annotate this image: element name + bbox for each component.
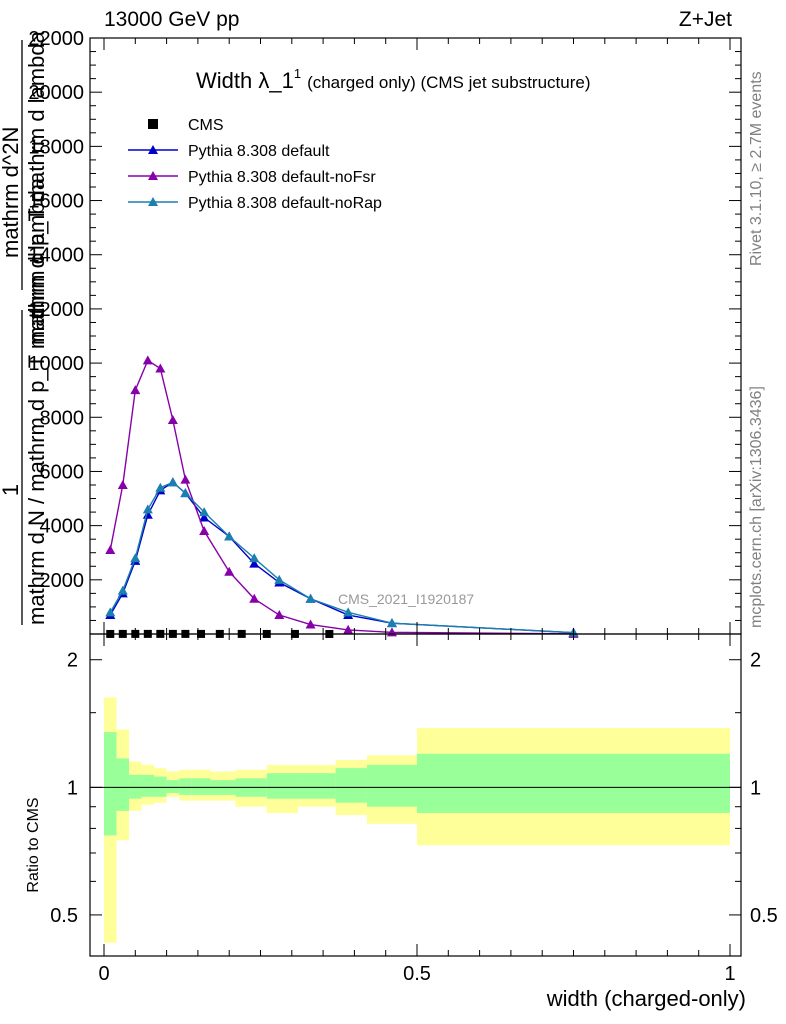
ratio-y-axis-label: Ratio to CMS bbox=[25, 797, 42, 892]
legend-marker-pythia-8-308-default bbox=[148, 145, 158, 154]
data-point-pythia-8-308-default-nofsr bbox=[155, 363, 166, 373]
data-point-pythia-8-308-default-norap bbox=[249, 553, 260, 563]
ratio-band-inner bbox=[116, 758, 130, 811]
ratio-band-inner bbox=[104, 732, 117, 836]
ratio-panel-frame bbox=[89, 633, 742, 957]
legend-marker-pythia-8-308-default-norap bbox=[148, 197, 158, 206]
data-point-pythia-8-308-default-norap bbox=[305, 593, 316, 603]
data-point-pythia-8-308-default-nofsr bbox=[305, 619, 316, 629]
data-point-pythia-8-308-default-norap bbox=[343, 607, 354, 617]
y-label-frac2-num: mathrm d^2N bbox=[0, 127, 23, 258]
plot-title-main: Width λ_1 bbox=[196, 68, 294, 93]
y-tick-label: 16000 bbox=[28, 191, 84, 213]
axis-ticks bbox=[90, 37, 741, 956]
data-point-pythia-8-308-default-nofsr bbox=[167, 414, 178, 424]
data-point-pythia-8-308-default-nofsr bbox=[249, 593, 260, 603]
legend: CMS Pythia 8.308 default Pythia 8.308 defa… bbox=[128, 117, 382, 212]
ratio-y-tick-label-right: 1 bbox=[750, 777, 761, 799]
data-point-pythia-8-308-default-nofsr bbox=[224, 566, 235, 576]
analysis-watermark: CMS_2021_I1920187 bbox=[338, 591, 474, 607]
ratio-band-inner bbox=[166, 780, 180, 793]
ratio-band-inner bbox=[141, 774, 155, 797]
data-point-pythia-8-308-default-norap bbox=[105, 607, 116, 617]
x-tick-label: 0.5 bbox=[403, 963, 431, 985]
x-tick-label: 0 bbox=[98, 963, 109, 985]
data-point-pythia-8-308-default-norap bbox=[155, 482, 166, 492]
y-label-frac2-den: mathrm d p_T mathrm d lambda bbox=[24, 30, 49, 345]
main-y-axis-label: 1 mathrm d N / mathrm d p_T mathrm d lam… bbox=[0, 30, 49, 625]
header-right-label: Z+Jet bbox=[678, 8, 732, 31]
ratio-y-tick-label-right: 0.5 bbox=[750, 905, 778, 927]
data-point-pythia-8-308-default-nofsr bbox=[130, 385, 141, 395]
legend-label-pythia-8-308-default-norap: Pythia 8.308 default-noRap bbox=[188, 195, 382, 212]
ratio-band-inner bbox=[129, 774, 142, 799]
ratio-y-tick-label: 2 bbox=[67, 650, 78, 672]
ratio-band-inner bbox=[266, 773, 299, 799]
plot-title-sup: 1 bbox=[294, 66, 301, 81]
data-point-pythia-8-308-default-norap bbox=[199, 507, 210, 517]
ratio-band-inner bbox=[417, 753, 730, 813]
y-tick-label: 6000 bbox=[40, 461, 85, 483]
data-point-pythia-8-308-default-norap bbox=[180, 488, 191, 498]
legend-label-pythia-8-308-default: Pythia 8.308 default bbox=[188, 143, 330, 160]
plot-title-sub: (charged only) (CMS jet substructure) bbox=[307, 73, 590, 92]
y-tick-label: 2000 bbox=[40, 570, 85, 592]
y-tick-label: 20000 bbox=[28, 82, 84, 104]
data-point-pythia-8-308-default-norap bbox=[130, 553, 141, 563]
legend-marker-pythia-8-308-default-nofsr bbox=[148, 171, 158, 180]
header-left-label: 13000 GeV pp bbox=[104, 8, 240, 31]
legend-marker-cms bbox=[148, 119, 158, 129]
y-tick-label: 14000 bbox=[28, 245, 84, 267]
data-point-pythia-8-308-default-nofsr bbox=[274, 610, 285, 620]
ratio-band-inner bbox=[191, 778, 211, 795]
ratio-uncertainty-bands bbox=[90, 697, 741, 943]
data-point-pythia-8-308-default-norap bbox=[224, 531, 235, 541]
plot-title: Width λ_11 (charged only) (CMS jet substr… bbox=[196, 66, 591, 93]
data-point-pythia-8-308-default-nofsr bbox=[180, 474, 191, 484]
data-point-pythia-8-308-default-norap bbox=[167, 477, 178, 487]
data-point-pythia-8-308-default-nofsr bbox=[117, 480, 128, 489]
y-tick-label: 4000 bbox=[40, 516, 85, 538]
data-point-pythia-8-308-default-norap bbox=[117, 585, 128, 595]
mcplots-label: mcplots.cern.ch [arXiv:1306.3436] bbox=[748, 386, 765, 628]
data-point-pythia-8-308-default-norap bbox=[274, 574, 285, 584]
ratio-band-inner bbox=[366, 764, 417, 807]
y-tick-label: 18000 bbox=[28, 136, 84, 158]
x-tick-label: 1 bbox=[724, 963, 735, 985]
y-tick-label: 22000 bbox=[28, 28, 84, 50]
y-tick-label: 10000 bbox=[28, 353, 84, 375]
series-line-pythia-8-308-default-norap bbox=[109, 481, 574, 634]
data-point-pythia-8-308-default-nofsr bbox=[199, 526, 210, 536]
y-tick-label: 8000 bbox=[40, 407, 85, 429]
y-label-frac-num: 1 bbox=[0, 484, 23, 496]
rivet-version-label: Rivet 3.1.10, ≥ 2.7M events bbox=[748, 71, 765, 266]
data-point-pythia-8-308-default-norap bbox=[142, 504, 153, 514]
data-point-pythia-8-308-default-nofsr bbox=[343, 624, 354, 634]
x-axis-label: width (charged-only) bbox=[546, 986, 746, 1011]
data-point-pythia-8-308-default-nofsr bbox=[142, 355, 153, 365]
legend-label-pythia-8-308-default-nofsr: Pythia 8.308 default-noFsr bbox=[188, 169, 376, 186]
y-label-frac-den: mathrm d N / mathrm d p_T mathrm d lambd… bbox=[24, 177, 49, 625]
ratio-band-inner bbox=[179, 778, 192, 795]
ratio-band-inner bbox=[154, 776, 167, 797]
legend-label-cms: CMS bbox=[188, 117, 224, 134]
ratio-y-tick-label: 1 bbox=[67, 777, 78, 799]
data-point-pythia-8-308-default-nofsr bbox=[105, 545, 116, 555]
data-point-pythia-8-308-default bbox=[199, 512, 210, 522]
data-point-pythia-8-308-default-norap bbox=[386, 618, 397, 628]
axis-tick-labels: 2000 4000 6000 8000 10000 12000 14000 16000 1800… bbox=[28, 28, 777, 985]
ratio-y-tick-label: 0.5 bbox=[50, 905, 78, 927]
ratio-band-inner bbox=[335, 768, 367, 803]
y-tick-label: 12000 bbox=[28, 299, 84, 321]
ratio-band-inner bbox=[298, 773, 336, 799]
ratio-y-tick-label-right: 2 bbox=[750, 650, 761, 672]
data-point-pythia-8-308-default bbox=[249, 558, 260, 568]
